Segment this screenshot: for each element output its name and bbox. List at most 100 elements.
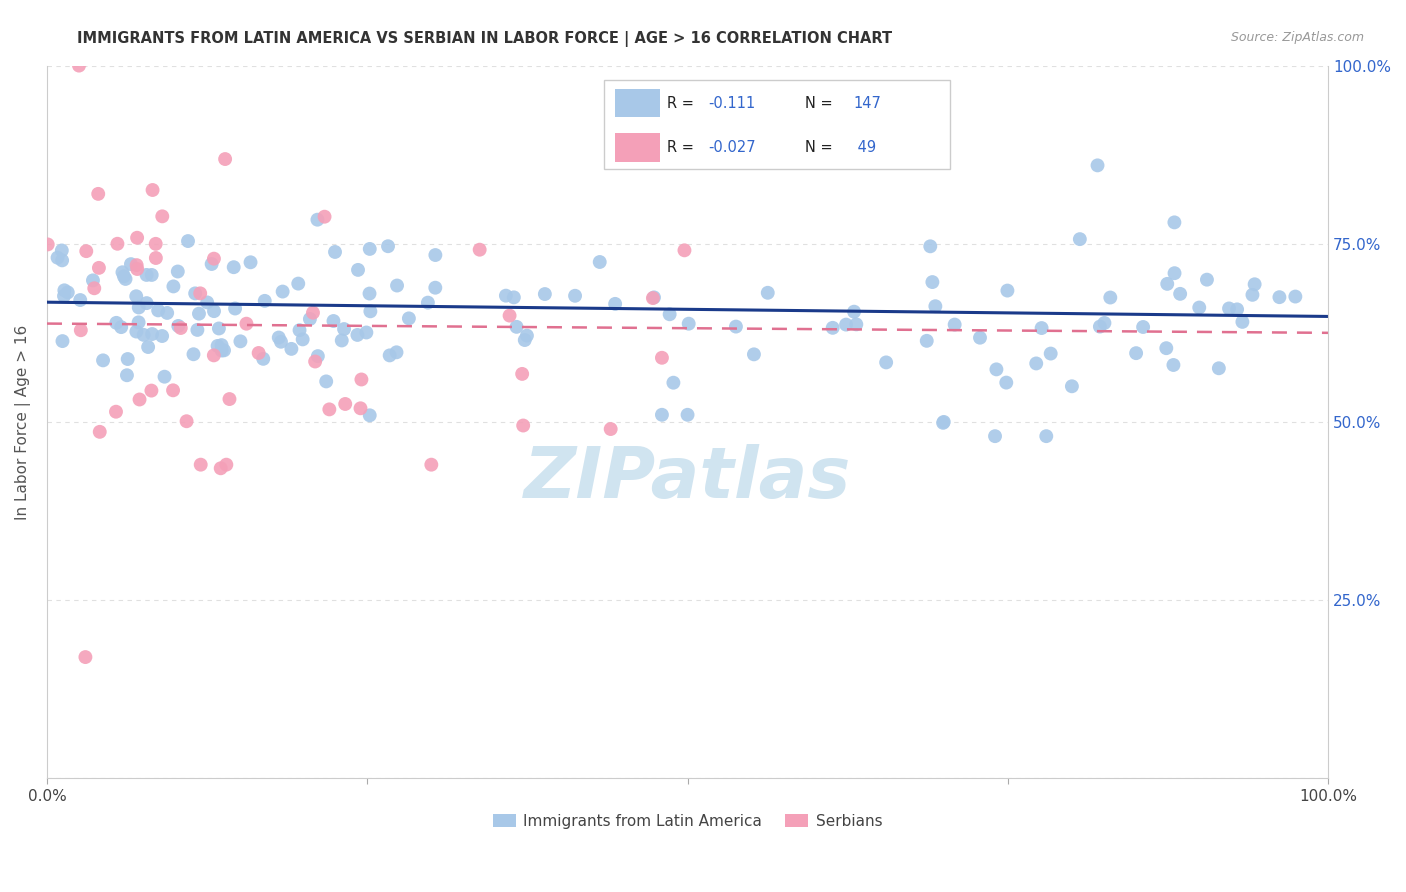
Point [821,321,844,335]
Point [564,289,586,303]
Point [111,265,134,279]
Point [359,242,381,256]
Point [145,236,167,251]
Point [212,343,235,358]
Point [678,317,700,331]
Point [1031,321,1053,335]
Point [211,343,233,358]
Point [984,429,1007,443]
Point [110,320,132,334]
Point [183,347,205,361]
Point [651,351,673,365]
Point [1188,301,1211,315]
Point [56,285,79,300]
Point [1088,319,1111,334]
Point [1132,320,1154,334]
Point [510,367,533,381]
Point [162,384,184,398]
Point [128,392,150,407]
Point [724,319,747,334]
Point [534,287,557,301]
Point [997,284,1019,298]
Point [662,376,685,390]
Point [141,268,163,282]
Point [75,244,97,259]
Point [347,263,370,277]
Point [195,295,218,310]
Point [356,326,378,340]
Point [1208,361,1230,376]
Point [67,59,90,73]
Point [986,362,1008,376]
Point [1218,301,1240,316]
Point [346,327,368,342]
Point [1226,302,1249,317]
Point [114,272,136,286]
Point [117,351,139,366]
Point [1025,356,1047,370]
Point [91,353,114,368]
Point [842,304,865,318]
Point [128,301,150,315]
Point [1195,273,1218,287]
Point [82,273,104,287]
Point [247,346,270,360]
Point [641,291,664,305]
Point [156,306,179,320]
Point [298,312,321,326]
Point [214,152,236,166]
Point [150,329,173,343]
Point [589,255,612,269]
Point [132,327,155,342]
Point [69,323,91,337]
Point [932,415,955,429]
Point [599,422,621,436]
Point [87,186,110,201]
Point [235,317,257,331]
Point [186,323,208,337]
Point [318,402,340,417]
Point [141,384,163,398]
Point [915,334,938,348]
Point [53,289,76,303]
Point [742,347,765,361]
Point [924,299,946,313]
Point [120,257,142,271]
Point [142,183,165,197]
Point [1284,289,1306,303]
Point [845,318,868,332]
Point [291,332,314,346]
Point [835,318,858,332]
Point [1168,286,1191,301]
Legend: Immigrants from Latin America, Serbians: Immigrants from Latin America, Serbians [486,807,889,835]
Point [658,307,681,321]
Point [207,339,229,353]
Point [271,285,294,299]
Point [1268,290,1291,304]
Point [385,278,408,293]
Point [229,334,252,349]
Point [162,279,184,293]
Point [359,409,381,423]
Point [146,303,169,318]
Point [53,283,76,297]
Point [920,239,942,253]
Point [330,334,353,348]
Point [673,244,696,258]
Point [335,397,357,411]
Point [37,237,59,252]
Point [135,268,157,282]
Point [115,368,138,383]
Point [505,319,527,334]
Point [943,318,966,332]
Point [125,289,148,303]
Point [167,318,190,333]
Point [1094,316,1116,330]
Point [1099,291,1122,305]
Point [307,349,329,363]
Point [1163,266,1185,280]
Point [323,244,346,259]
Point [224,301,246,316]
Point [170,321,193,335]
Point [1156,341,1178,355]
